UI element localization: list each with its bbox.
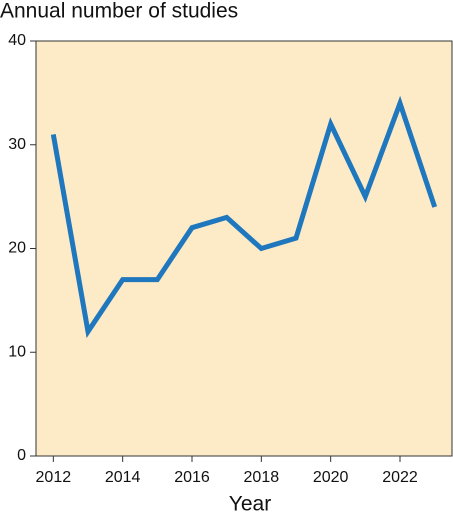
y-tick-label: 30 [8, 136, 26, 153]
x-tick-label: 2012 [36, 469, 72, 486]
x-tick-label: 2020 [313, 469, 349, 486]
x-tick-label: 2018 [244, 469, 280, 486]
chart-title: Annual number of studies [0, 0, 238, 23]
y-tick-label: 0 [17, 447, 26, 464]
data-line [50, 95, 438, 339]
plot-background [35, 40, 453, 457]
y-tick-label: 20 [8, 240, 26, 257]
x-tick-label: 2022 [382, 469, 418, 486]
y-tick-label: 40 [8, 32, 26, 49]
x-tick-label: 2014 [105, 469, 141, 486]
x-tick-label: 2016 [174, 469, 210, 486]
x-axis-title: Year [229, 493, 271, 514]
y-tick-label: 10 [8, 343, 26, 360]
